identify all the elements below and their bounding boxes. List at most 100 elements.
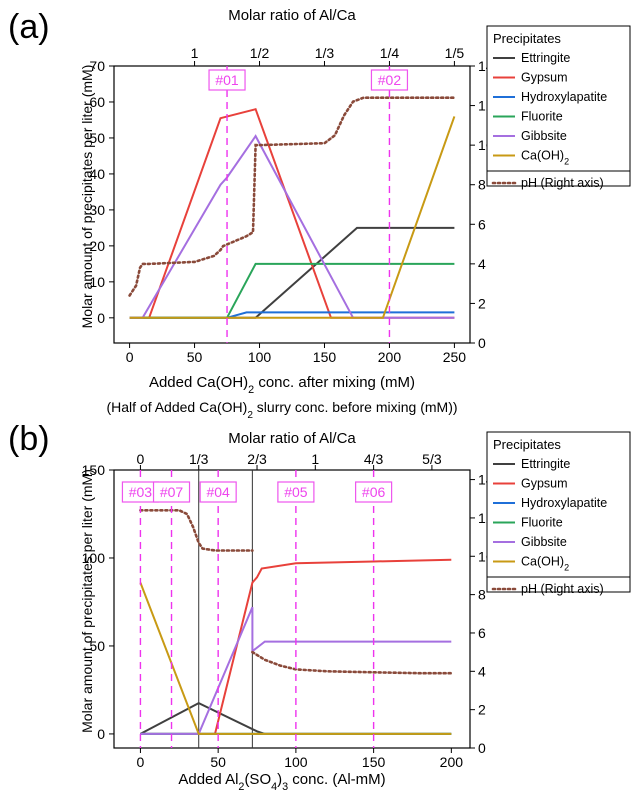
x-tick-label: 100 bbox=[248, 349, 272, 365]
x-tick-label: 0 bbox=[126, 349, 134, 365]
series-ph-line bbox=[251, 650, 453, 675]
y-tick-label: 70 bbox=[89, 58, 105, 74]
y-tick-label: 20 bbox=[89, 238, 105, 254]
legend-label-part: Gypsum bbox=[521, 477, 568, 491]
legend-label: Ca(OH)2 bbox=[521, 149, 569, 167]
y2-tick-label: 2 bbox=[478, 702, 486, 718]
y-tick-label: 30 bbox=[89, 202, 105, 218]
legend: Precipitates Ettringite Gypsum Hydroxylapat… bbox=[486, 25, 631, 190]
y2-tick-label: 6 bbox=[478, 216, 486, 232]
y2-tick-label: 0 bbox=[478, 335, 486, 351]
marker-label: #02 bbox=[378, 72, 402, 88]
x-axis-title-part: conc. after mixing (mM) bbox=[254, 374, 415, 391]
legend-label-ph: pH (Right axis) bbox=[521, 176, 604, 190]
legend-label-ph: pH (Right axis) bbox=[521, 582, 604, 596]
marker-label: #01 bbox=[215, 72, 239, 88]
y-axis-title: Molar amount of precipitates per liter (… bbox=[79, 65, 95, 329]
legend-label-part: Ettringite bbox=[521, 457, 570, 471]
legend-title: Precipitates bbox=[493, 31, 561, 46]
marker-label: #07 bbox=[160, 484, 184, 500]
data-lines bbox=[139, 508, 453, 735]
legend-box bbox=[486, 25, 631, 187]
y2-tick-label: 4 bbox=[478, 663, 486, 679]
marker-label: #03 bbox=[129, 484, 153, 500]
legend-label: Gypsum bbox=[521, 71, 568, 85]
legend-label: Fluorite bbox=[521, 516, 563, 530]
x-axis-title: Added Ca(OH)2 conc. after mixing (mM) bbox=[149, 374, 415, 396]
series-fluorite-line bbox=[129, 262, 455, 319]
x-tick-label: 50 bbox=[187, 349, 203, 365]
x-axis-subcaption-part: slurry conc. before mixing (mM)) bbox=[253, 399, 458, 415]
top-tick-label: 1/5 bbox=[445, 45, 465, 61]
y-tick-label: 10 bbox=[89, 274, 105, 290]
top-axis-title: Molar ratio of Al/Ca bbox=[228, 7, 356, 24]
x-axis-title-part: 2 bbox=[248, 384, 254, 396]
y-tick-label: 0 bbox=[97, 726, 105, 742]
y2-tick-label: 6 bbox=[478, 625, 486, 641]
panel-label: (a) bbox=[8, 8, 50, 46]
legend-label: Ca(OH)2 bbox=[521, 555, 569, 573]
y2-tick-label: 8 bbox=[478, 177, 486, 193]
x-tick-label: 200 bbox=[378, 349, 402, 365]
top-tick-label: 1/4 bbox=[380, 45, 400, 61]
legend-label-part: Ca(OH) bbox=[521, 555, 564, 569]
x-tick-label: 0 bbox=[137, 754, 145, 770]
top-tick-label: 4/3 bbox=[364, 451, 384, 467]
top-tick-label: 1 bbox=[191, 45, 199, 61]
series-ca-oh2-line bbox=[139, 582, 452, 735]
x-axis-title-part: conc. (Al-mM) bbox=[288, 771, 386, 788]
x-tick-label: 50 bbox=[210, 754, 226, 770]
legend-label: Fluorite bbox=[521, 110, 563, 124]
legend-label-part: Hydroxylapatite bbox=[521, 496, 607, 510]
x-tick-label: 100 bbox=[284, 754, 308, 770]
legend-label-part: Fluorite bbox=[521, 516, 563, 530]
marker-label: #05 bbox=[284, 484, 308, 500]
x-axis-subcaption: (Half of Added Ca(OH)2 slurry conc. befo… bbox=[106, 399, 457, 421]
top-tick-label: 2/3 bbox=[247, 451, 267, 467]
legend-label-part: Hydroxylapatite bbox=[521, 90, 607, 104]
panel-label: (b) bbox=[8, 420, 50, 458]
legend-label: Ettringite bbox=[521, 51, 570, 65]
x-tick-label: 200 bbox=[440, 754, 464, 770]
legend-label-part: Ettringite bbox=[521, 51, 570, 65]
top-tick-label: 1/3 bbox=[189, 451, 209, 467]
x-axis-title-part: Added Al bbox=[178, 771, 238, 788]
marker-label: #06 bbox=[362, 484, 386, 500]
marker-box bbox=[208, 69, 246, 91]
series-ca-oh2-line bbox=[129, 116, 456, 319]
x-axis-subcaption-part: 2 bbox=[247, 410, 253, 421]
legend-label: Hydroxylapatite bbox=[521, 496, 607, 510]
legend-label-part: 2 bbox=[564, 563, 569, 573]
x-tick-label: 250 bbox=[443, 349, 467, 365]
series-ph-line bbox=[128, 96, 456, 297]
legend-title: Precipitates bbox=[493, 437, 561, 452]
x-axis-title-part: Added Ca(OH) bbox=[149, 374, 248, 391]
y2-tick-label: 2 bbox=[478, 295, 486, 311]
legend-label-part: Gypsum bbox=[521, 71, 568, 85]
series-ettringite-line bbox=[129, 226, 455, 319]
marker-box bbox=[199, 481, 237, 503]
legend-label-part: Gibbsite bbox=[521, 129, 567, 143]
y-tick-label: 60 bbox=[89, 94, 105, 110]
y2-tick-label: 4 bbox=[478, 256, 486, 272]
plot-frame bbox=[113, 65, 471, 344]
plot-frame bbox=[113, 469, 471, 749]
marker-box bbox=[355, 481, 393, 503]
legend-label-part: Ca(OH) bbox=[521, 149, 564, 163]
series-gypsum-line bbox=[140, 558, 452, 735]
legend-label: Gypsum bbox=[521, 477, 568, 491]
legend-label: Gibbsite bbox=[521, 535, 567, 549]
x-tick-label: 150 bbox=[362, 754, 386, 770]
marker-label: #04 bbox=[206, 484, 230, 500]
legend-label-part: Fluorite bbox=[521, 110, 563, 124]
y-tick-label: 100 bbox=[82, 550, 106, 566]
top-tick-label: 1/2 bbox=[250, 45, 270, 61]
top-tick-label: 5/3 bbox=[422, 451, 442, 467]
y-axis-title: Molar amount of precipitates per liter (… bbox=[79, 469, 95, 733]
marker-box bbox=[152, 481, 191, 503]
y-tick-label: 40 bbox=[89, 166, 105, 182]
panel-a: (a)0 50 100 150 200 2500102030405060700246810… bbox=[8, 7, 631, 421]
y2-tick-label: 8 bbox=[478, 587, 486, 603]
